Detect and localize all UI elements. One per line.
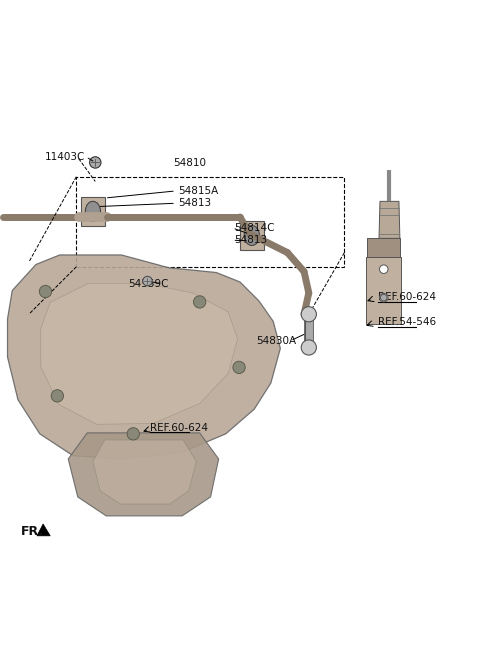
Circle shape <box>193 296 206 308</box>
Circle shape <box>381 294 387 301</box>
Text: 54814C: 54814C <box>234 223 275 233</box>
Text: 54559C: 54559C <box>129 279 169 289</box>
Circle shape <box>380 294 388 302</box>
Polygon shape <box>366 258 401 324</box>
Text: 54830A: 54830A <box>256 336 296 346</box>
Circle shape <box>301 307 316 322</box>
Polygon shape <box>8 255 280 459</box>
Text: REF.54-546: REF.54-546 <box>378 317 436 327</box>
Polygon shape <box>240 221 264 250</box>
Ellipse shape <box>244 225 260 246</box>
Text: 54815A: 54815A <box>179 186 218 196</box>
Circle shape <box>380 265 388 273</box>
Text: REF.60-624: REF.60-624 <box>378 292 435 302</box>
Circle shape <box>127 428 139 440</box>
Circle shape <box>233 361 245 374</box>
Circle shape <box>39 285 52 298</box>
Polygon shape <box>68 433 219 516</box>
Circle shape <box>301 340 316 355</box>
Text: 54813: 54813 <box>179 198 212 208</box>
Text: 54810: 54810 <box>174 158 206 168</box>
Polygon shape <box>367 238 400 258</box>
Ellipse shape <box>85 201 100 221</box>
Text: REF.60-624: REF.60-624 <box>150 423 208 433</box>
Polygon shape <box>379 201 400 238</box>
Polygon shape <box>37 524 50 536</box>
Circle shape <box>51 390 63 402</box>
Text: 11403C: 11403C <box>45 152 85 162</box>
Text: FR.: FR. <box>21 525 44 538</box>
Polygon shape <box>81 197 105 225</box>
Text: 54813: 54813 <box>234 235 267 245</box>
Polygon shape <box>41 283 238 424</box>
Circle shape <box>90 157 101 168</box>
Circle shape <box>143 277 152 286</box>
Polygon shape <box>93 440 196 504</box>
